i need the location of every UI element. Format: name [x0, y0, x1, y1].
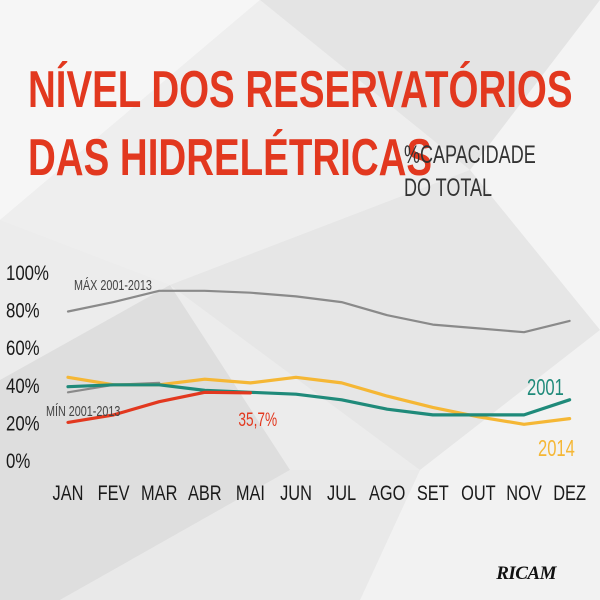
series-line-current: [66, 390, 252, 424]
x-tick-label: JUL: [327, 481, 356, 504]
series-label-2014: 2014: [538, 436, 575, 461]
y-tick-label: 60%: [6, 338, 40, 361]
x-tick-label: AGO: [369, 481, 405, 504]
x-tick-label: MAR: [141, 481, 177, 504]
y-tick-label: 80%: [6, 300, 40, 323]
x-tick-label: JAN: [53, 481, 84, 504]
line-chart: 100% 80% 60% 40% 20% 0% JAN FEV MAR ABR MAI JUN JUL…: [6, 262, 586, 504]
x-tick-label: DEZ: [553, 481, 586, 504]
x-tick-label: OUT: [461, 481, 496, 504]
chart-subtitle-line-2: DO TOTAL: [404, 174, 493, 202]
y-tick-label: 0%: [6, 450, 30, 473]
x-tick-label: JUN: [280, 481, 312, 504]
y-tick-label: 100%: [6, 262, 49, 285]
y-axis-ticks: 100% 80% 60% 40% 20% 0%: [6, 262, 49, 473]
x-tick-label: SET: [417, 481, 449, 504]
y-tick-label: 40%: [6, 375, 40, 398]
x-tick-label: NOV: [506, 481, 542, 504]
series-lines: [66, 289, 572, 426]
x-tick-label: MAI: [236, 481, 265, 504]
series-label-max: MÁX 2001-2013: [74, 276, 152, 293]
brand-logo: RICAM: [496, 563, 556, 584]
series-label-2001: 2001: [527, 375, 564, 400]
y-tick-label: 20%: [6, 413, 40, 436]
chart-title-line-2: DAS HIDRELÉTRICAS: [28, 129, 433, 187]
series-labels: MÁX 2001-2013 MÍN 2001-2013 2001 2014 35,7%: [46, 276, 575, 462]
series-line-max: [66, 289, 571, 334]
x-axis-ticks: JAN FEV MAR ABR MAI JUN JUL AGO SET OUT NOV DEZ: [53, 481, 586, 504]
chart-subtitle-line-1: %CAPACIDADE: [404, 141, 536, 169]
x-tick-label: ABR: [188, 481, 222, 504]
series-label-min: MÍN 2001-2013: [46, 402, 120, 419]
series-line-y2001: [66, 383, 572, 417]
current-value-label: 35,7%: [238, 409, 277, 431]
x-tick-label: FEV: [98, 481, 130, 504]
chart-title-line-1: NÍVEL DOS RESERVATÓRIOS: [28, 61, 573, 119]
